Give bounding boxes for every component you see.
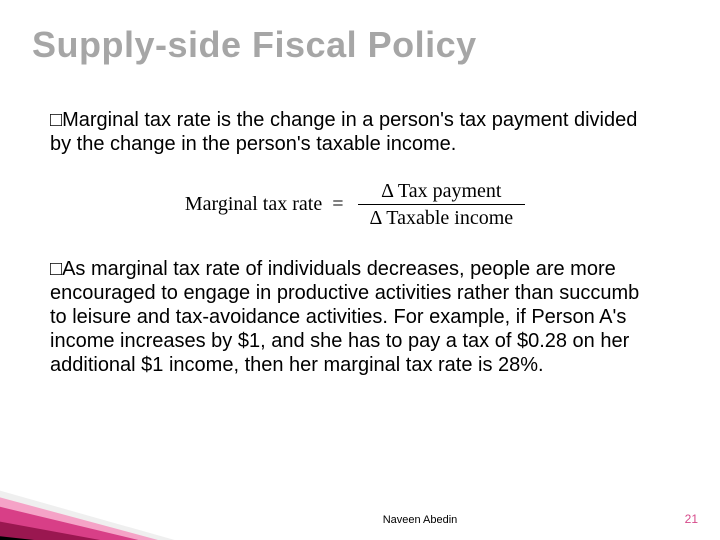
bullet-marker-icon: □ [50, 258, 62, 280]
bullet-1: □Marginal tax rate is the change in a pe… [50, 108, 660, 156]
slide-title: Supply-side Fiscal Policy [32, 24, 477, 66]
bullet-1-text: tax rate is the change in a person's tax… [50, 109, 637, 155]
slide: Supply-side Fiscal Policy □Marginal tax … [0, 0, 720, 540]
equation-denominator: Δ Taxable income [358, 205, 526, 231]
bullet-marker-icon: □ [50, 109, 62, 131]
bullet-2: □As marginal tax rate of individuals dec… [50, 257, 660, 377]
bullet-2-lead: As [62, 258, 85, 280]
slide-body: □Marginal tax rate is the change in a pe… [50, 108, 660, 399]
bullet-2-text: marginal tax rate of individuals decreas… [50, 258, 639, 376]
equation: Marginal tax rate = Δ Tax payment Δ Taxa… [50, 178, 660, 231]
equation-numerator: Δ Tax payment [358, 178, 526, 205]
equation-equals: = [332, 193, 343, 216]
equation-fraction: Δ Tax payment Δ Taxable income [358, 178, 526, 231]
slide-number: 21 [685, 512, 698, 526]
footer-author: Naveen Abedin [0, 514, 720, 526]
bullet-1-lead: Marginal [62, 109, 139, 131]
equation-lhs: Marginal tax rate [185, 193, 322, 216]
